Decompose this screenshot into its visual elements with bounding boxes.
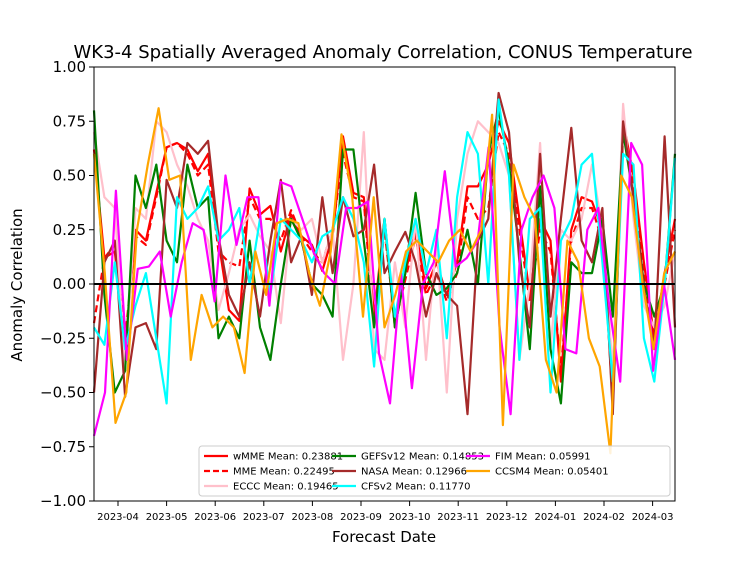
legend-entry: ECCC Mean: 0.19465 bbox=[233, 482, 339, 493]
legend-entry: MME Mean: 0.22495 bbox=[233, 467, 335, 478]
legend-entry: CCSM4 Mean: 0.05401 bbox=[495, 467, 609, 478]
x-tick-label: 2024-01 bbox=[535, 512, 577, 523]
legend: wMME Mean: 0.23881 MME Mean: 0.22495 ECCC … bbox=[198, 445, 671, 497]
legend-box bbox=[198, 445, 671, 497]
series-line-5 bbox=[93, 98, 677, 405]
x-tick-label: 2024-02 bbox=[583, 512, 625, 523]
x-tick-label: 2023-11 bbox=[437, 512, 479, 523]
series-line-4 bbox=[92, 91, 677, 416]
legend-entry: CFSv2 Mean: 0.11770 bbox=[361, 482, 471, 493]
x-tick-label: 2023-09 bbox=[340, 512, 382, 523]
x-tick-label: 2023-12 bbox=[486, 512, 528, 523]
chart-title: WK3-4 Spatially Averaged Anomaly Correla… bbox=[73, 42, 692, 63]
y-tick-label: −0.50 bbox=[40, 384, 86, 402]
x-tick-label: 2023-06 bbox=[194, 512, 236, 523]
y-tick-label: 0.00 bbox=[53, 275, 86, 293]
y-tick-label: −1.00 bbox=[40, 492, 86, 510]
series-line-1 bbox=[92, 131, 677, 394]
x-tick-label: 2023-07 bbox=[243, 512, 285, 523]
series-line-6 bbox=[92, 141, 677, 437]
x-axis-label: Forecast Date bbox=[332, 528, 436, 546]
y-tick-label: 0.50 bbox=[53, 167, 86, 185]
y-tick-label: 0.25 bbox=[53, 221, 86, 239]
y-axis-label: Anomaly Correlation bbox=[8, 208, 26, 361]
plot-area: 1.00 0.75 0.50 0.25 0.00 −0.25 −0.50 −0.75 −1.00… bbox=[40, 58, 677, 523]
x-tick-label: 2023-05 bbox=[146, 512, 188, 523]
series-line-7 bbox=[92, 107, 676, 455]
series-line-2 bbox=[92, 102, 677, 394]
legend-entry: FIM Mean: 0.05991 bbox=[495, 452, 591, 463]
x-tick-label: 2023-08 bbox=[292, 512, 334, 523]
y-tick-label: 0.75 bbox=[53, 112, 86, 130]
x-tick-label: 2024-03 bbox=[632, 512, 674, 523]
legend-entry: wMME Mean: 0.23881 bbox=[233, 452, 343, 463]
legend-entry: NASA Mean: 0.12966 bbox=[361, 467, 467, 478]
y-tick-label: −0.75 bbox=[40, 438, 86, 456]
x-tick-label: 2023-10 bbox=[389, 512, 431, 523]
y-tick-label: 1.00 bbox=[53, 58, 86, 76]
legend-entry: GEFSv12 Mean: 0.14853 bbox=[361, 452, 484, 463]
y-tick-label: −0.25 bbox=[40, 329, 86, 347]
x-tick-label: 2023-04 bbox=[97, 512, 139, 523]
